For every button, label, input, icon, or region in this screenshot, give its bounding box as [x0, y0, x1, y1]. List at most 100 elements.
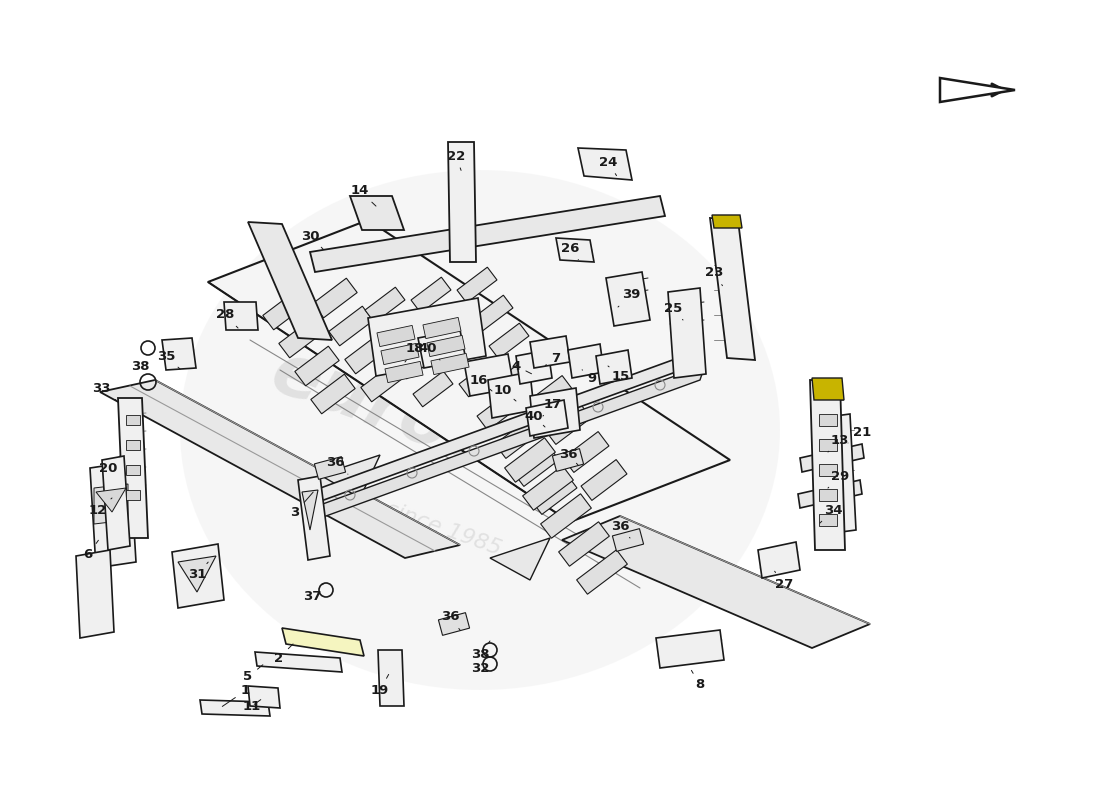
Polygon shape — [282, 628, 364, 656]
Polygon shape — [505, 351, 544, 387]
Polygon shape — [513, 446, 559, 486]
Polygon shape — [378, 650, 404, 706]
Text: 36: 36 — [326, 457, 348, 474]
Polygon shape — [365, 287, 405, 323]
Text: 40: 40 — [419, 342, 440, 360]
Polygon shape — [820, 464, 837, 476]
Text: 22: 22 — [447, 150, 465, 170]
Polygon shape — [820, 439, 837, 451]
Text: 15: 15 — [608, 366, 630, 382]
Polygon shape — [798, 480, 862, 508]
Polygon shape — [118, 398, 148, 538]
Polygon shape — [315, 365, 705, 520]
Polygon shape — [126, 465, 140, 475]
Polygon shape — [758, 542, 800, 578]
Polygon shape — [94, 484, 128, 524]
Polygon shape — [581, 459, 627, 501]
Polygon shape — [278, 318, 323, 358]
Polygon shape — [530, 388, 580, 438]
Polygon shape — [596, 350, 632, 384]
Polygon shape — [344, 334, 389, 374]
Text: 35: 35 — [157, 350, 180, 369]
Polygon shape — [820, 414, 837, 426]
Polygon shape — [477, 390, 522, 430]
Text: 39: 39 — [618, 289, 640, 307]
Polygon shape — [606, 272, 650, 326]
Polygon shape — [172, 544, 224, 608]
Polygon shape — [710, 218, 755, 360]
Text: eurotces: eurotces — [262, 337, 618, 523]
Polygon shape — [248, 686, 280, 708]
Text: 16: 16 — [470, 374, 492, 391]
Polygon shape — [200, 700, 270, 716]
Polygon shape — [320, 455, 379, 498]
Polygon shape — [224, 302, 258, 330]
Polygon shape — [459, 361, 499, 397]
Polygon shape — [473, 295, 513, 331]
Text: 38: 38 — [471, 641, 490, 661]
Polygon shape — [812, 378, 844, 400]
Text: 29: 29 — [828, 470, 849, 488]
Polygon shape — [381, 343, 419, 365]
Text: 34: 34 — [820, 503, 843, 523]
Polygon shape — [464, 354, 514, 396]
Polygon shape — [443, 333, 483, 369]
Polygon shape — [310, 196, 666, 272]
Polygon shape — [800, 444, 864, 472]
Text: 4: 4 — [512, 359, 531, 374]
Text: 14: 14 — [351, 185, 376, 206]
Polygon shape — [540, 494, 592, 538]
Polygon shape — [490, 323, 529, 359]
Text: a passion since 1985: a passion since 1985 — [276, 461, 504, 559]
Polygon shape — [488, 372, 534, 418]
Text: 7: 7 — [546, 351, 561, 366]
Polygon shape — [208, 220, 730, 522]
Polygon shape — [312, 278, 358, 318]
Polygon shape — [526, 400, 568, 436]
Polygon shape — [377, 326, 415, 346]
Polygon shape — [490, 538, 550, 580]
Text: 28: 28 — [216, 309, 238, 328]
Polygon shape — [427, 335, 465, 357]
Text: 23: 23 — [705, 266, 723, 286]
Text: 8: 8 — [692, 670, 705, 691]
Polygon shape — [162, 338, 196, 370]
Polygon shape — [90, 462, 136, 568]
Polygon shape — [431, 354, 469, 374]
Polygon shape — [820, 489, 837, 501]
Polygon shape — [263, 290, 307, 330]
Polygon shape — [820, 514, 837, 526]
Polygon shape — [302, 490, 318, 530]
Polygon shape — [568, 344, 604, 378]
Polygon shape — [613, 529, 644, 551]
Text: 24: 24 — [598, 155, 617, 176]
Polygon shape — [311, 374, 355, 414]
Polygon shape — [381, 315, 421, 351]
Polygon shape — [578, 148, 632, 180]
Text: 19: 19 — [371, 674, 389, 697]
Polygon shape — [562, 516, 870, 648]
Text: 32: 32 — [471, 656, 490, 674]
Text: 12: 12 — [89, 498, 112, 517]
Text: 6: 6 — [84, 540, 98, 562]
Polygon shape — [563, 431, 609, 473]
Polygon shape — [556, 238, 594, 262]
Text: 26: 26 — [561, 242, 580, 260]
Text: 3: 3 — [290, 492, 314, 519]
Text: 11: 11 — [243, 699, 261, 713]
Polygon shape — [248, 222, 332, 340]
Polygon shape — [552, 449, 584, 471]
Polygon shape — [411, 277, 451, 313]
Polygon shape — [126, 415, 140, 425]
Polygon shape — [531, 474, 578, 514]
Text: 36: 36 — [610, 519, 630, 538]
Polygon shape — [516, 350, 552, 384]
Text: 18: 18 — [405, 342, 425, 362]
Text: 10: 10 — [494, 383, 516, 401]
Text: 31: 31 — [188, 562, 208, 582]
Polygon shape — [456, 267, 497, 303]
Text: 37: 37 — [302, 584, 323, 602]
Polygon shape — [448, 142, 476, 262]
Polygon shape — [668, 288, 706, 378]
Polygon shape — [427, 305, 468, 341]
